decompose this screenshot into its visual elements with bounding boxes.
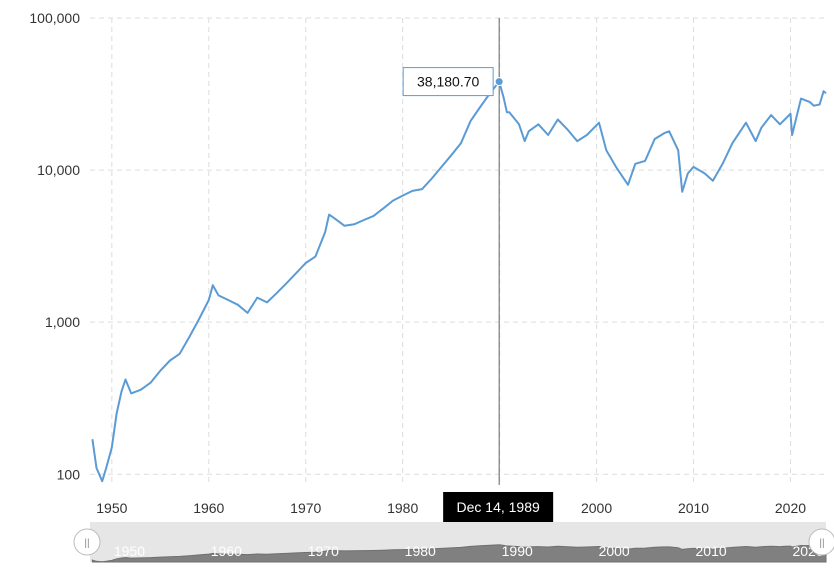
tooltip-value: 38,180.70 bbox=[417, 74, 479, 90]
x-tick-label: 1950 bbox=[96, 500, 127, 516]
y-tick-label: 1,000 bbox=[45, 314, 80, 330]
x-tick-label: 2020 bbox=[775, 500, 806, 516]
tooltip-box bbox=[402, 67, 494, 97]
crosshair-date-label: Dec 14, 1989 bbox=[457, 499, 540, 515]
x-tick-label: 2010 bbox=[678, 500, 709, 516]
y-axis-ticks: 100 1,000 10,000 100,000 bbox=[29, 10, 80, 482]
navigator-tick-label: 2010 bbox=[696, 543, 727, 559]
navigator-right-handle-knob[interactable] bbox=[808, 528, 834, 556]
x-tick-label: 1980 bbox=[387, 500, 418, 516]
navigator-tick-label: 1960 bbox=[211, 543, 242, 559]
navigator-tick-label: 1980 bbox=[405, 543, 436, 559]
navigator-right-handle-grip-icon: || bbox=[819, 538, 824, 549]
series-line[interactable] bbox=[91, 80, 827, 483]
crosshair: 38,180.70 Dec 14, 1989 bbox=[402, 18, 554, 522]
navigator-tick-label: 1990 bbox=[502, 543, 533, 559]
grid-lines bbox=[90, 17, 826, 485]
navigator-tick-label: 1970 bbox=[308, 543, 339, 559]
navigator-tick-label: 1950 bbox=[114, 543, 145, 559]
navigator[interactable]: 1950 1960 1970 1980 1990 2000 2010 2020|| || bbox=[73, 522, 834, 563]
y-tick-label: 10,000 bbox=[37, 162, 80, 178]
hover-marker bbox=[494, 77, 504, 87]
crosshair-date-box bbox=[443, 492, 554, 522]
navigator-left-handle[interactable]: || bbox=[73, 528, 101, 556]
navigator-left-handle-knob[interactable] bbox=[73, 528, 101, 556]
navigator-left-handle-grip-icon: || bbox=[84, 538, 89, 549]
navigator-right-handle[interactable]: || bbox=[808, 528, 834, 556]
y-tick-label: 100,000 bbox=[29, 10, 80, 26]
x-tick-label: 2000 bbox=[581, 500, 612, 516]
navigator-series-area bbox=[91, 544, 827, 563]
x-tick-label: 1970 bbox=[290, 500, 321, 516]
y-tick-label: 100 bbox=[57, 466, 81, 482]
x-tick-label: 1960 bbox=[193, 500, 224, 516]
series-layer bbox=[91, 80, 827, 483]
navigator-tick-label: 2000 bbox=[599, 543, 630, 559]
